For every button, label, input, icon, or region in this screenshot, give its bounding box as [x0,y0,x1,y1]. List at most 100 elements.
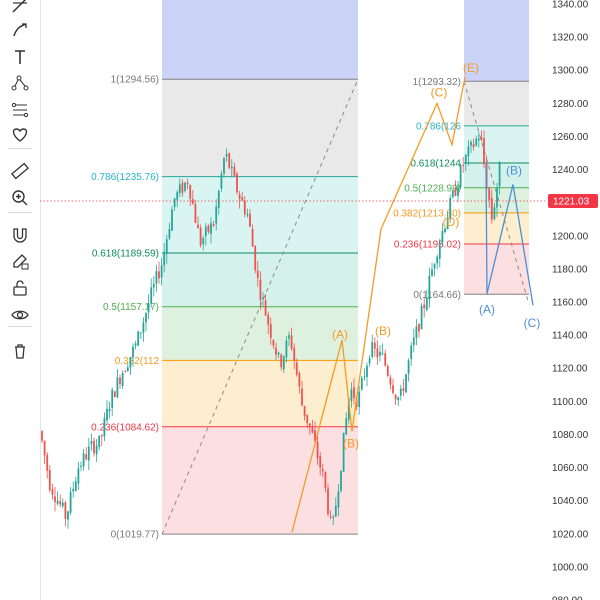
candle [165,234,168,264]
fib-level-label: 0.786(1235.76) [91,172,159,183]
wave-path[interactable] [485,164,534,306]
candle [371,334,374,359]
fib-level-label: 0.786(126 [416,121,461,132]
candle [189,184,192,207]
candle [316,433,319,465]
candle [147,294,150,320]
price-tick: 1320.00 [552,33,589,44]
candle [217,189,220,215]
candle [87,438,90,471]
candlestick-chart[interactable]: 1(1294.56) 0.786(1235.76) 0.618(1189.59) 0.… [40,0,600,600]
trash-icon[interactable] [6,338,34,364]
candle [254,245,257,274]
candle [90,433,93,451]
candle [197,216,199,229]
wave-label: (E) [463,61,479,75]
candle [228,152,231,170]
candle [132,343,134,367]
wave-label: (A) [479,303,495,317]
ruler-measure-icon[interactable] [6,158,34,184]
candle [100,434,103,447]
candle [41,430,43,444]
candle [116,369,119,399]
trend-line-tool-icon[interactable] [6,0,34,18]
fib-tool-icon[interactable] [6,97,34,123]
fib-level-label: 0(1164.66) [413,290,461,301]
candle [77,461,80,490]
toolbar-separator [8,212,32,213]
candle [220,170,223,192]
candle [431,262,433,277]
price-axis[interactable]: 1340.00 1320.00 1300.00 1280.00 1260.00 1240.… [40,0,598,600]
price-tick: 1020.00 [552,529,589,540]
price-tick: 1260.00 [552,132,589,143]
candle [381,343,384,356]
price-tick: 1180.00 [552,264,588,275]
candle [113,390,116,398]
fib-zone [464,81,529,126]
candle [394,394,397,406]
candle [293,343,296,370]
candle [204,222,207,246]
candle [64,500,67,527]
candle [207,224,210,235]
candle [56,491,59,506]
text-tool-icon[interactable] [6,44,34,70]
candle [269,317,272,345]
zoom-in-icon[interactable] [6,185,34,211]
candle [95,439,98,462]
candle [483,130,485,169]
drawing-toolbar [0,0,41,600]
candle [290,327,293,352]
candle [111,387,114,417]
unlock-icon[interactable] [6,275,34,301]
candle [462,157,465,173]
visibility-eye-icon[interactable] [6,302,34,328]
candle [451,188,454,199]
fib-zone [162,426,358,535]
candle [48,465,51,493]
candle [498,161,501,195]
price-tick: 980.00 [552,596,583,600]
fib-level-label: 0.618(1189.59) [92,249,159,260]
candle [243,195,246,218]
price-tick: 1300.00 [552,66,589,77]
favorites-heart-icon[interactable] [6,122,34,148]
candle [368,355,371,367]
candle [103,412,106,442]
candle [285,336,288,363]
candle [82,448,85,471]
brush-tool-icon[interactable] [6,17,34,43]
candle [379,345,381,362]
magnet-icon[interactable] [6,222,34,248]
candle [444,227,446,234]
fib-right[interactable]: 1(1293.32) 0.786(126 0.618(1244 0.5(1228.99… [393,0,529,301]
candle [321,463,324,478]
candle [202,235,205,251]
candle [436,254,439,270]
candle [121,370,124,390]
candle [210,217,212,244]
wave-path[interactable] [291,76,466,533]
candle [420,303,423,330]
candle [186,178,189,190]
wave-label: (B) [506,164,522,178]
candle [124,369,127,373]
fib-zone [162,306,358,361]
pattern-tool-icon[interactable] [6,70,34,96]
candle [277,351,280,358]
candle [363,368,366,381]
fib-level-label: 0(1019.77) [111,530,159,541]
price-tick: 1080.00 [552,430,589,441]
candles [41,130,501,529]
lock-drawing-icon[interactable] [6,248,34,274]
candle [275,342,277,360]
candle [303,405,306,421]
price-tick: 1160.00 [552,298,588,309]
candle [405,373,407,394]
candle [280,353,283,371]
candle [496,182,498,217]
candle [251,224,254,247]
candle [493,202,496,221]
price-tick: 1040.00 [552,496,589,507]
